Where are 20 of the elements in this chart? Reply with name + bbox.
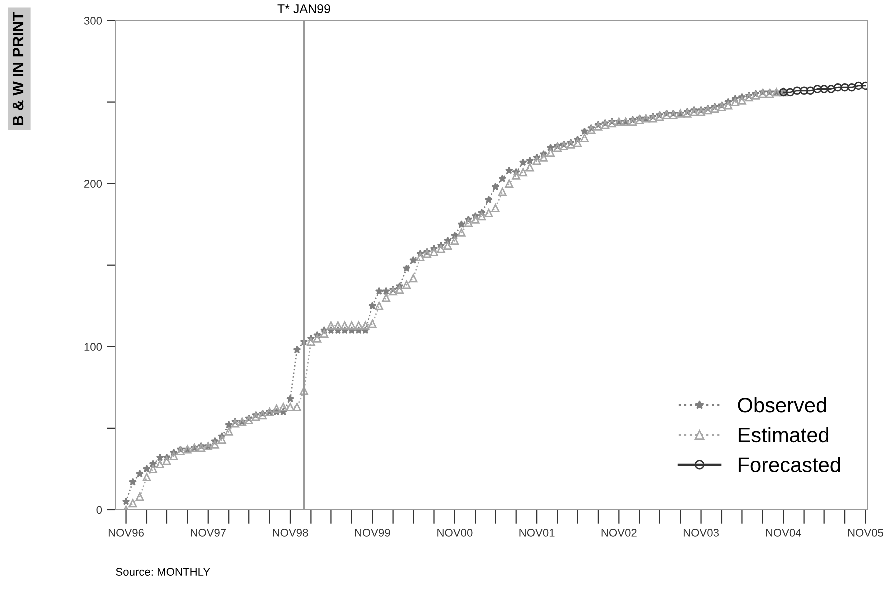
x-tick-label: NOV99	[355, 529, 390, 537]
x-tick-label: NOV97	[191, 529, 226, 537]
legend-label: Forecasted	[738, 457, 840, 472]
text: B & W IN PRINT	[12, 12, 24, 126]
x-tick-label: NOV98	[273, 529, 308, 537]
x-tick-label: NOV03	[684, 529, 720, 537]
x-tick-label: NOV96	[108, 529, 144, 537]
ref-line-label: T* JAN99	[278, 4, 330, 14]
x-tick-label: NOV05	[848, 529, 884, 537]
legend-label: Observed	[738, 397, 826, 413]
x-tick-label: NOV04	[766, 529, 802, 537]
y-tick-label: 0	[96, 506, 102, 514]
y-tick-label: 300	[84, 17, 102, 25]
x-tick-label: NOV00	[438, 529, 473, 537]
y-tick-label: 200	[84, 180, 102, 188]
legend-label: Estimated	[738, 427, 829, 443]
x-tick-label: NOV01	[520, 529, 555, 537]
source-note: Source: MONTHLY	[116, 568, 210, 576]
y-tick-label: 100	[84, 343, 102, 352]
x-tick-label: NOV02	[602, 529, 637, 537]
